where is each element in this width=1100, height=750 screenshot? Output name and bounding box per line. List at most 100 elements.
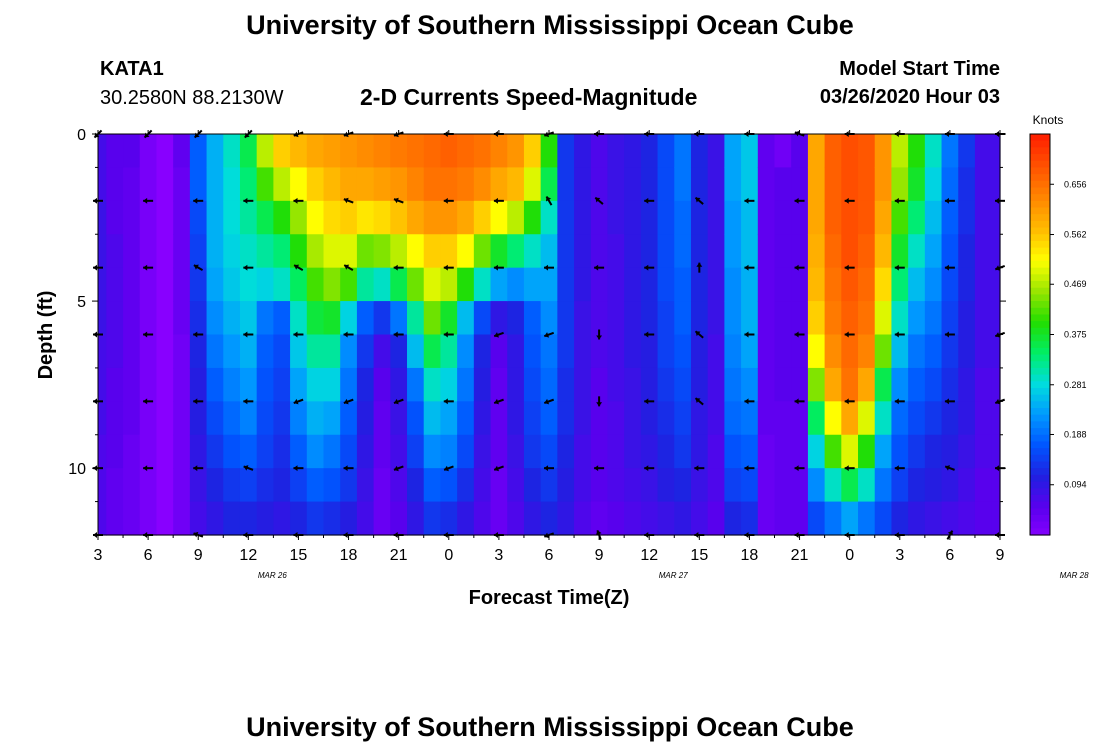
heatmap-cell xyxy=(290,334,308,369)
heatmap-cell xyxy=(640,234,659,269)
heatmap-cell xyxy=(256,267,274,302)
current-vector xyxy=(243,398,254,405)
current-vector xyxy=(744,398,755,405)
heatmap-cell xyxy=(123,167,141,202)
heatmap-cell xyxy=(741,267,759,302)
heatmap-cell xyxy=(874,367,893,402)
colorbar-segment xyxy=(1030,521,1050,529)
heatmap-cell xyxy=(908,367,926,402)
heatmap-cell xyxy=(891,367,909,402)
heatmap-cell xyxy=(657,334,675,369)
heatmap-cell xyxy=(958,200,976,235)
current-vector xyxy=(343,465,354,472)
heatmap-cell xyxy=(674,334,692,369)
heatmap-cell xyxy=(574,134,592,169)
heatmap-cell xyxy=(523,301,542,336)
heatmap-cell xyxy=(340,234,358,269)
colorbar-segment xyxy=(1030,381,1050,389)
heatmap-cell xyxy=(507,401,525,436)
heatmap-cell xyxy=(490,234,508,269)
current-vector xyxy=(393,465,404,472)
heatmap-cell xyxy=(657,434,675,469)
heatmap-cell xyxy=(991,401,1001,436)
heatmap-cell xyxy=(741,468,759,503)
heatmap-cell xyxy=(941,468,959,503)
heatmap-cell xyxy=(640,267,659,302)
colorbar-segment xyxy=(1030,147,1050,155)
heatmap-cell xyxy=(724,501,742,536)
heatmap-cell xyxy=(974,267,993,302)
current-vector xyxy=(443,465,454,472)
heatmap-cell xyxy=(807,401,826,436)
heatmap-cell xyxy=(106,234,124,269)
heatmap-cell xyxy=(824,501,842,536)
heatmap-cell xyxy=(290,468,308,503)
heatmap-cell xyxy=(774,234,792,269)
current-vector xyxy=(794,197,805,204)
current-vector xyxy=(393,264,404,271)
heatmap-cell xyxy=(173,401,191,436)
heatmap-cell xyxy=(941,234,959,269)
heatmap-cell xyxy=(206,200,224,235)
heatmap-cell xyxy=(624,234,642,269)
heatmap-cell xyxy=(206,468,224,503)
current-vector xyxy=(696,262,703,273)
x-tick-label: 18 xyxy=(741,547,759,564)
heatmap-cell xyxy=(189,134,208,169)
heatmap-cell xyxy=(640,301,659,336)
heatmap-cell xyxy=(373,434,391,469)
heatmap-cell xyxy=(98,401,107,436)
current-vector xyxy=(944,264,955,271)
heatmap-cell xyxy=(156,468,174,503)
heatmap-cell xyxy=(239,134,258,169)
heatmap-cell xyxy=(507,167,525,202)
heatmap-cell xyxy=(574,367,592,402)
heatmap-cell xyxy=(156,167,174,202)
heatmap-cell xyxy=(189,501,208,536)
x-tick-label: 12 xyxy=(239,547,257,564)
heatmap-cell xyxy=(106,267,124,302)
heatmap-cell xyxy=(256,334,274,369)
heatmap-cell xyxy=(306,267,325,302)
heatmap-cell xyxy=(290,434,308,469)
heatmap-cell xyxy=(958,234,976,269)
current-vector xyxy=(293,197,304,204)
heatmap-cell xyxy=(858,501,876,536)
heatmap-cell xyxy=(123,200,141,235)
heatmap-cell xyxy=(640,167,659,202)
colorbar-segment xyxy=(1030,488,1050,496)
heatmap-cell xyxy=(724,334,742,369)
heatmap-cell xyxy=(774,401,792,436)
heatmap-cell xyxy=(440,234,458,269)
heatmap-cell xyxy=(156,234,174,269)
heatmap-cell xyxy=(741,401,759,436)
heatmap-cell xyxy=(490,401,508,436)
current-vector xyxy=(143,264,154,271)
heatmap-cell xyxy=(557,468,575,503)
current-vector xyxy=(894,398,905,405)
heatmap-cell xyxy=(741,134,759,169)
current-vector xyxy=(944,465,955,471)
colorbar-segment xyxy=(1030,281,1050,289)
heatmap-cell xyxy=(574,301,592,336)
heatmap-cell xyxy=(390,301,408,336)
heatmap-cell xyxy=(741,367,759,402)
heatmap-cell xyxy=(98,267,107,302)
heatmap-cell xyxy=(206,501,224,536)
heatmap-cell xyxy=(356,301,375,336)
current-vector xyxy=(744,465,755,472)
current-vector xyxy=(393,197,404,204)
heatmap-cell xyxy=(473,267,492,302)
heatmap-cell xyxy=(757,434,776,469)
heatmap-cell xyxy=(306,434,325,469)
colorbar-segment xyxy=(1030,441,1050,449)
heatmap-cell xyxy=(607,501,625,536)
heatmap-cell xyxy=(724,434,742,469)
heatmap-cell xyxy=(741,234,759,269)
heatmap-cell xyxy=(523,267,542,302)
heatmap-cell xyxy=(523,501,542,536)
heatmap-cell xyxy=(607,167,625,202)
heatmap-cell xyxy=(841,434,859,469)
heatmap-cell xyxy=(256,200,274,235)
colorbar-segment xyxy=(1030,494,1050,503)
